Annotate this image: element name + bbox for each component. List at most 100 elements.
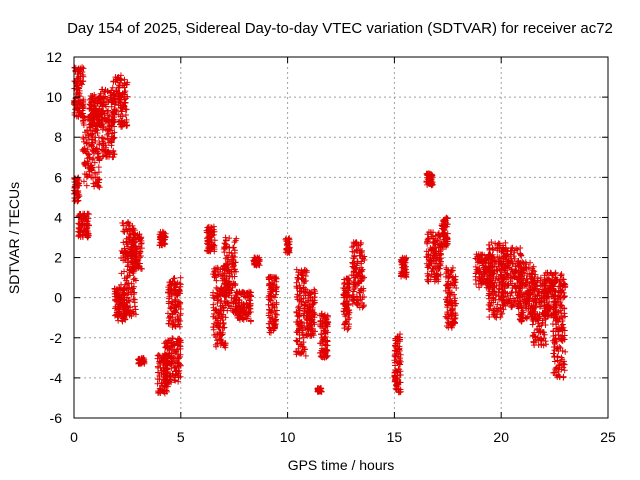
data-point (101, 94, 108, 101)
data-point (293, 279, 300, 286)
data-point (503, 282, 510, 289)
data-point (541, 290, 548, 297)
data-point (162, 344, 169, 351)
data-point (164, 361, 171, 368)
data-point (424, 238, 431, 245)
data-point (449, 316, 456, 323)
data-point (135, 357, 142, 364)
data-point (349, 259, 356, 266)
data-point (131, 265, 138, 272)
data-point (109, 84, 116, 91)
data-point (529, 267, 536, 274)
data-point (426, 171, 433, 178)
data-point (488, 280, 495, 287)
data-point (478, 256, 485, 263)
data-point (518, 304, 525, 311)
data-point (397, 379, 404, 386)
data-point (163, 387, 170, 394)
data-point (270, 321, 277, 328)
data-point (177, 290, 184, 297)
data-point (141, 358, 148, 365)
data-point (531, 308, 538, 315)
data-point (122, 88, 129, 95)
data-point (133, 260, 140, 267)
data-point (541, 299, 548, 306)
y-tick-label-4: 2 (54, 250, 62, 266)
data-point (353, 301, 360, 308)
x-tick-label-3: 15 (387, 429, 403, 445)
data-point (545, 289, 552, 296)
data-point (227, 305, 234, 312)
data-point (450, 320, 457, 327)
data-point (134, 245, 141, 252)
data-point (130, 264, 137, 271)
data-point (559, 321, 566, 328)
data-point (218, 311, 225, 318)
data-point (171, 280, 178, 287)
data-point (118, 247, 125, 254)
data-point (169, 346, 176, 353)
data-point (551, 289, 558, 296)
data-point (254, 254, 261, 261)
data-point (357, 239, 364, 246)
data-point (551, 347, 558, 354)
data-point (522, 303, 529, 310)
data-point (123, 106, 130, 113)
data-point (164, 376, 171, 383)
data-point (542, 293, 549, 300)
data-point (75, 85, 82, 92)
data-point (317, 322, 324, 329)
data-point (426, 180, 433, 187)
y-tick-label-9: 12 (46, 49, 62, 65)
data-point (167, 313, 174, 320)
data-point (322, 339, 329, 346)
data-point (213, 319, 220, 326)
data-point (78, 80, 85, 87)
data-point (544, 303, 551, 310)
data-point (161, 340, 168, 347)
data-point (452, 315, 459, 322)
data-point (285, 245, 292, 252)
data-point (168, 305, 175, 312)
data-point (265, 274, 272, 281)
data-point (552, 332, 559, 339)
data-point (92, 123, 99, 130)
data-point (476, 284, 483, 291)
data-point (311, 314, 318, 321)
data-point (118, 270, 125, 277)
data-point (521, 295, 528, 302)
data-point (392, 337, 399, 344)
data-point (223, 241, 230, 248)
data-point (323, 354, 330, 361)
data-point (112, 99, 119, 106)
data-point (504, 262, 511, 269)
data-point (215, 292, 222, 299)
data-point (311, 294, 318, 301)
data-point (351, 264, 358, 271)
data-point (309, 330, 316, 337)
data-point (550, 304, 557, 311)
data-point (560, 276, 567, 283)
data-point (507, 252, 514, 259)
data-point (165, 289, 172, 296)
data-point (210, 289, 217, 296)
data-point (212, 315, 219, 322)
data-point (177, 351, 184, 358)
data-point (78, 81, 85, 88)
data-point (123, 119, 130, 126)
data-point (515, 263, 522, 270)
data-point (345, 280, 352, 287)
data-point (88, 142, 95, 149)
data-point (106, 126, 113, 133)
data-point (79, 232, 86, 239)
data-point (440, 230, 447, 237)
data-point (220, 324, 227, 331)
data-point (299, 332, 306, 339)
data-point (344, 276, 351, 283)
data-point (293, 285, 300, 292)
data-point (100, 107, 107, 114)
data-point (535, 288, 542, 295)
data-point (111, 285, 118, 292)
data-point (556, 277, 563, 284)
data-point (432, 232, 439, 239)
